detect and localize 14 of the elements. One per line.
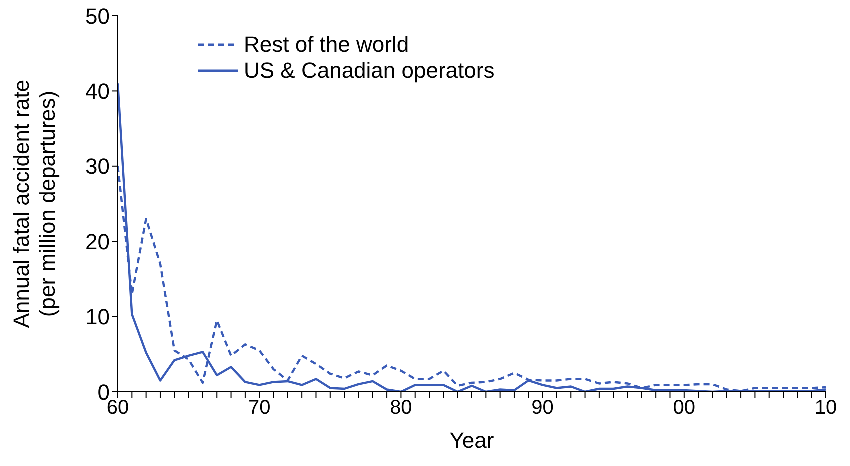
y-tick-label: 30 [86,154,110,180]
y-tick-label: 20 [86,229,110,254]
x-axis-title: Year [450,428,494,453]
legend-label: US & Canadian operators [244,58,495,84]
y-tick-label: 10 [86,304,110,330]
y-tick-label: 50 [86,4,110,29]
x-tick-label: 90 [532,397,554,420]
y-tick-label: 40 [86,79,110,104]
y-axis-title: Annual fatal accident rate (per million departures) [9,80,60,328]
x-tick-label: 10 [814,397,838,420]
x-tick-label: 70 [248,397,271,420]
legend-label: Rest of the world [244,32,410,58]
x-tick-label: 00 [673,397,696,420]
x-tick-label: 80 [390,397,412,420]
